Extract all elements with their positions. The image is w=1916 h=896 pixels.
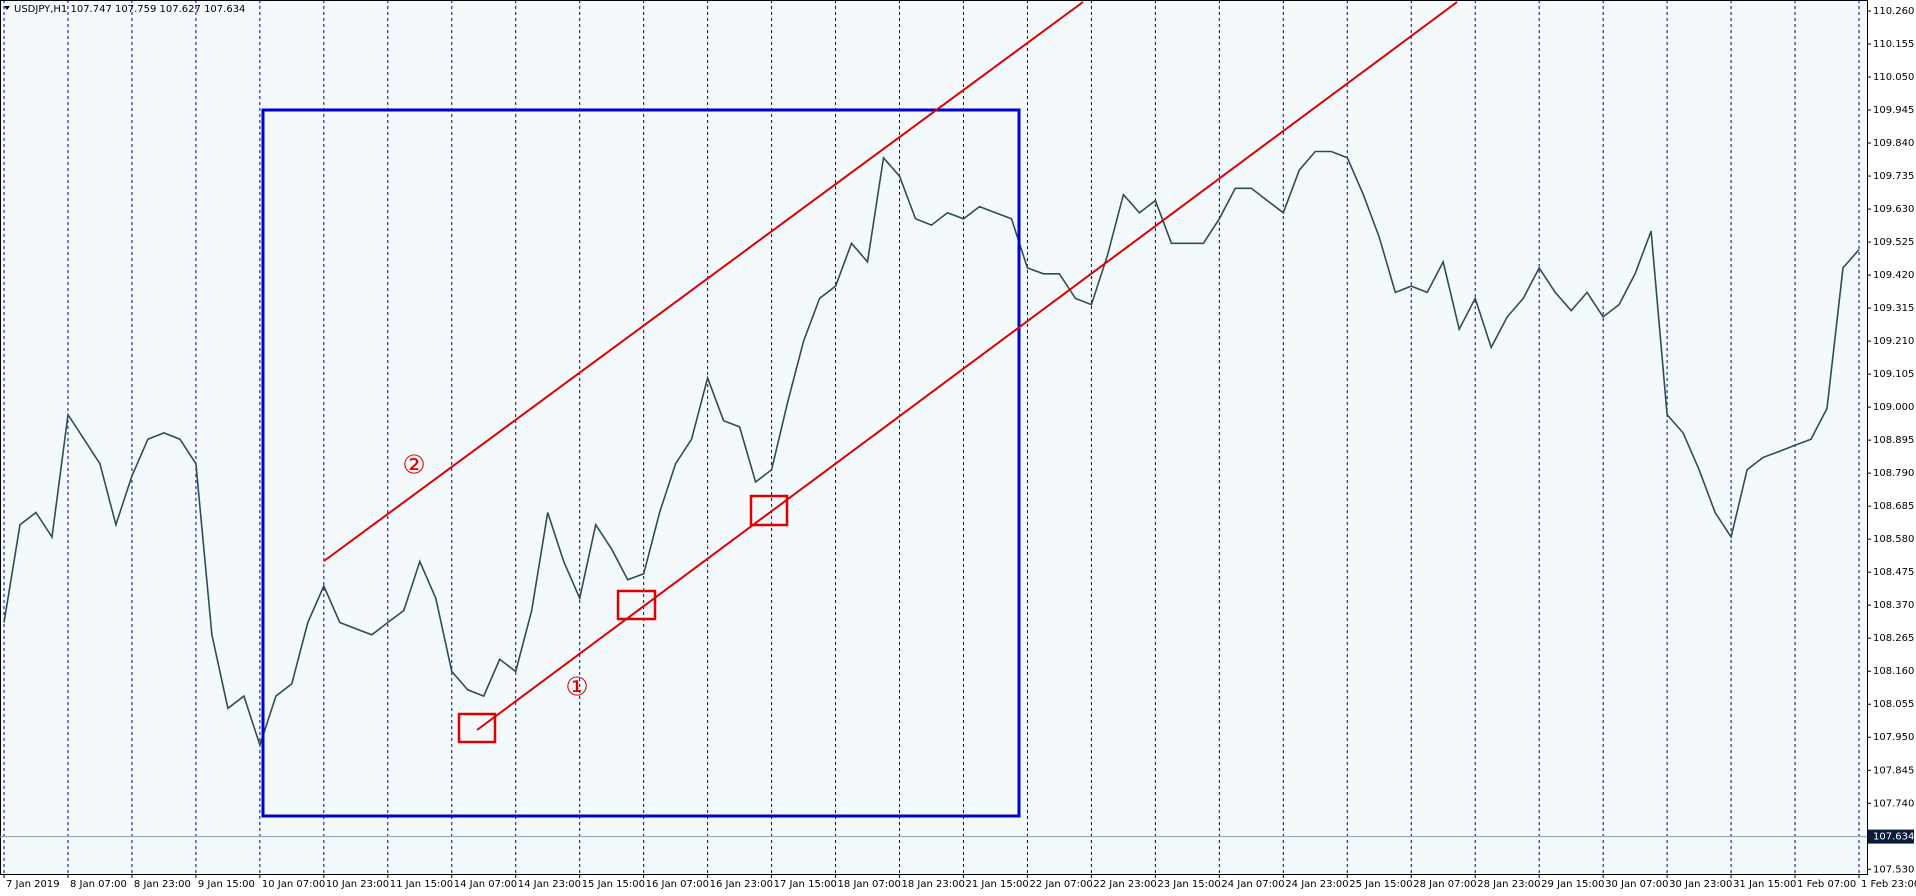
y-tick-label: 109.420 <box>1873 270 1914 281</box>
red-box <box>457 712 497 744</box>
x-tick-label: 29 Jan 15:00 <box>1541 879 1604 890</box>
y-tick-label: 107.530 <box>1873 864 1914 875</box>
marks <box>3 150 1860 748</box>
y-tick-label: 109.000 <box>1873 402 1914 413</box>
y-tick-label: 108.790 <box>1873 468 1914 479</box>
x-tick-label: 8 Jan 23:00 <box>134 879 191 890</box>
menu-icon[interactable] <box>4 6 10 10</box>
x-tick-label: 22 Jan 07:00 <box>1029 879 1092 890</box>
x-tick-label: 24 Jan 23:00 <box>1285 879 1348 890</box>
y-tick-label: 107.740 <box>1873 798 1914 809</box>
x-tick-label: 1 Feb 07:00 <box>1797 879 1856 890</box>
x-tick-label: 16 Jan 23:00 <box>710 879 773 890</box>
x-tick-label: 28 Jan 07:00 <box>1413 879 1476 890</box>
x-tick-label: 25 Jan 15:00 <box>1349 879 1412 890</box>
x-tick-label: 7 Jan 2019 <box>6 879 60 890</box>
x-tick-label: 10 Jan 07:00 <box>262 879 325 890</box>
red-box <box>616 589 657 621</box>
plot-area <box>0 0 1868 875</box>
y-tick-label: 107.845 <box>1873 765 1914 776</box>
y-tick-label: 108.685 <box>1873 501 1914 512</box>
x-tick-label: 21 Jan 15:00 <box>965 879 1028 890</box>
price-line <box>3 150 1860 748</box>
y-tick-label: 109.105 <box>1873 369 1914 380</box>
y-tick-label: 109.315 <box>1873 303 1914 314</box>
x-tick-label: 30 Jan 23:00 <box>1669 879 1732 890</box>
trend-line <box>476 1 1458 731</box>
x-tick-label: 9 Jan 15:00 <box>198 879 255 890</box>
x-tick-label: 14 Jan 07:00 <box>454 879 517 890</box>
current-price-label: 107.634 <box>1873 832 1914 843</box>
x-tick-label: 30 Jan 07:00 <box>1605 879 1668 890</box>
x-tick-label: 8 Jan 07:00 <box>70 879 127 890</box>
x-tick-label: 15 Jan 15:00 <box>582 879 645 890</box>
y-tick-label: 109.630 <box>1873 204 1914 215</box>
y-tick-label: 107.950 <box>1873 732 1914 743</box>
x-tick-label: 23 Jan 15:00 <box>1157 879 1220 890</box>
y-tick-label: 109.735 <box>1873 171 1914 182</box>
x-tick-label: 18 Jan 07:00 <box>838 879 901 890</box>
annotation: ② <box>402 451 425 481</box>
y-tick-label: 109.945 <box>1873 105 1914 116</box>
x-tick-label: 17 Jan 15:00 <box>774 879 837 890</box>
y-tick-label: 110.050 <box>1873 72 1914 83</box>
x-tick-label: 24 Jan 07:00 <box>1221 879 1284 890</box>
y-tick-label: 110.155 <box>1873 39 1914 50</box>
x-tick-label: 10 Jan 23:00 <box>326 879 389 890</box>
x-tick-label: 16 Jan 07:00 <box>646 879 709 890</box>
y-tick-label: 108.160 <box>1873 666 1914 677</box>
trend-line <box>323 1 1084 562</box>
chart-title: USDJPY,H1 107.747 107.759 107.627 107.63… <box>14 4 245 15</box>
y-tick-label: 108.580 <box>1873 534 1914 545</box>
y-tick-label: 109.525 <box>1873 237 1914 248</box>
y-tick-label: 109.840 <box>1873 138 1914 149</box>
y-tick-label: 108.055 <box>1873 699 1914 710</box>
red-box <box>749 494 789 527</box>
x-tick-label: 1 Feb 23:00 <box>1861 879 1916 890</box>
x-tick-label: 11 Jan 15:00 <box>390 879 453 890</box>
y-tick-label: 108.370 <box>1873 600 1914 611</box>
y-tick-label: 109.210 <box>1873 336 1914 347</box>
y-tick-label: 108.895 <box>1873 435 1914 446</box>
x-tick-label: 22 Jan 23:00 <box>1093 879 1156 890</box>
y-tick-label: 108.475 <box>1873 567 1914 578</box>
drawings <box>261 1 1458 818</box>
grid <box>3 0 1860 874</box>
x-tick-label: 18 Jan 23:00 <box>902 879 965 890</box>
x-tick-label: 14 Jan 23:00 <box>518 879 581 890</box>
blue-rectangle <box>261 108 1021 818</box>
current-price-box <box>1868 829 1914 844</box>
x-tick-label: 28 Jan 23:00 <box>1477 879 1540 890</box>
y-tick-label: 108.265 <box>1873 633 1914 644</box>
y-tick-label: 110.260 <box>1873 6 1914 17</box>
annotation: ① <box>565 673 588 703</box>
x-tick-label: 31 Jan 15:00 <box>1733 879 1796 890</box>
